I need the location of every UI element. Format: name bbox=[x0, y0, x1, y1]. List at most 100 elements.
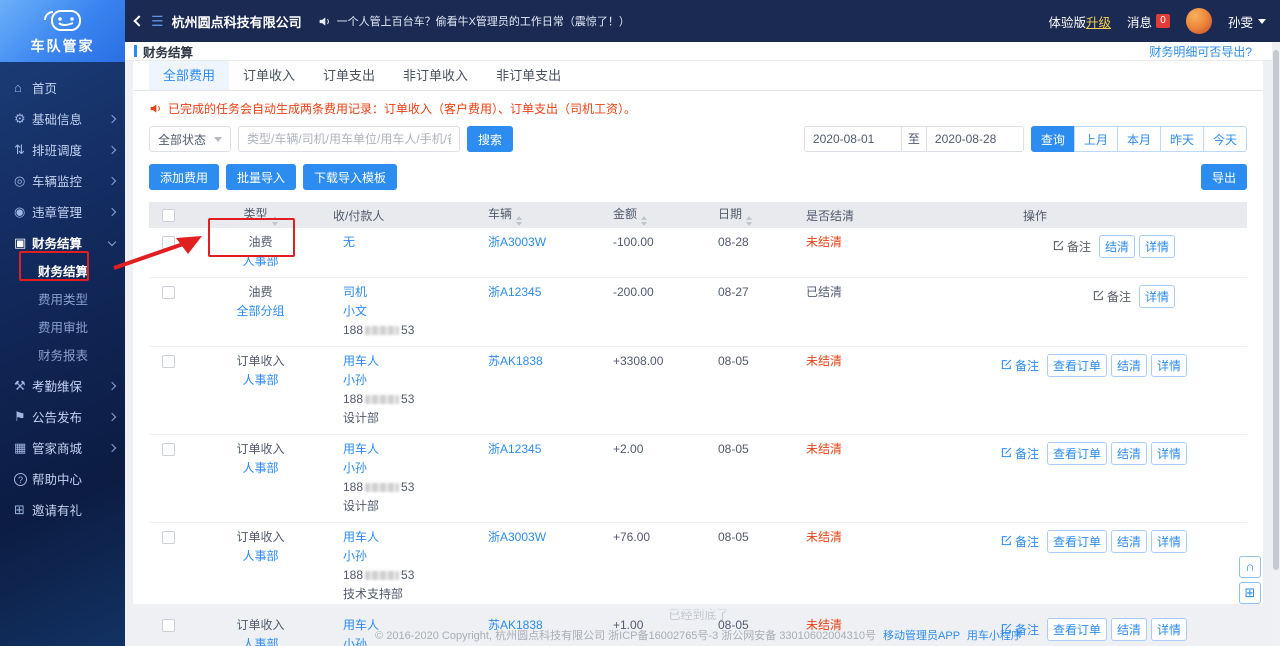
sidebar-item-invite[interactable]: ⊞ 邀请有礼 bbox=[0, 494, 125, 525]
add-expense-button[interactable]: 添加费用 bbox=[149, 164, 220, 190]
vehicle-link[interactable]: 浙A3003W bbox=[488, 235, 547, 249]
batch-import-button[interactable]: 批量导入 bbox=[226, 164, 297, 190]
customer-service-button[interactable]: ∩ bbox=[1239, 556, 1261, 578]
settle-button[interactable]: 结清 bbox=[1111, 530, 1148, 553]
tab-order-income[interactable]: 订单收入 bbox=[243, 68, 296, 83]
payer-link[interactable]: 用车人 bbox=[343, 354, 380, 368]
query-button[interactable]: 查询 bbox=[1030, 126, 1075, 152]
payer-link[interactable]: 无 bbox=[343, 235, 356, 249]
payer-link[interactable]: 用车人 bbox=[343, 442, 380, 456]
detail-button[interactable]: 详情 bbox=[1151, 530, 1188, 553]
note-button[interactable]: 备注 bbox=[1001, 447, 1039, 462]
sort-icon[interactable] bbox=[516, 215, 523, 226]
note-button[interactable]: 备注 bbox=[1001, 535, 1039, 550]
sort-icon[interactable] bbox=[271, 215, 278, 226]
date-from-input[interactable] bbox=[804, 127, 901, 151]
sidebar-item-finance[interactable]: ▣ 财务结算 bbox=[0, 227, 125, 258]
view-order-button[interactable]: 查看订单 bbox=[1047, 354, 1108, 377]
company-name[interactable]: 杭州圆点科技有限公司 bbox=[171, 14, 302, 30]
sidebar-item-mall[interactable]: ▦ 管家商城 bbox=[0, 432, 125, 463]
export-button[interactable]: 导出 bbox=[1200, 164, 1247, 190]
tab-non-order-expense[interactable]: 非订单支出 bbox=[496, 68, 562, 83]
tab-non-order-income[interactable]: 非订单收入 bbox=[403, 68, 469, 83]
detail-button[interactable]: 详情 bbox=[1138, 285, 1175, 308]
vehicle-link[interactable]: 浙A12345 bbox=[488, 285, 542, 299]
payer-link[interactable]: 用车人 bbox=[343, 530, 380, 544]
payer-link[interactable]: 司机 bbox=[343, 285, 368, 299]
view-order-button[interactable]: 查看订单 bbox=[1047, 442, 1108, 465]
row-checkbox[interactable] bbox=[162, 443, 175, 457]
search-button[interactable]: 搜索 bbox=[467, 126, 514, 152]
scrollbar-track[interactable] bbox=[1272, 42, 1280, 646]
note-button[interactable]: 备注 bbox=[1093, 290, 1131, 305]
detail-button[interactable]: 详情 bbox=[1151, 442, 1188, 465]
sidebar-subitem-finance-settlement[interactable]: 财务结算 bbox=[38, 265, 89, 279]
this-month-button[interactable]: 本月 bbox=[1116, 126, 1161, 152]
sidebar-item-scheduling[interactable]: ⇅ 排班调度 bbox=[0, 134, 125, 165]
export-help-link[interactable]: 财务明细可否导出? bbox=[1149, 44, 1252, 59]
detail-button[interactable]: 详情 bbox=[1151, 354, 1188, 377]
collapse-sidebar-icon[interactable] bbox=[133, 15, 145, 27]
sidebar-item-announcement[interactable]: ⚑ 公告发布 bbox=[0, 401, 125, 432]
sidebar-item-home[interactable]: ⌂ 首页 bbox=[0, 72, 125, 103]
gift-button[interactable]: ⊞ bbox=[1239, 582, 1261, 604]
scrollbar-thumb[interactable] bbox=[1273, 50, 1279, 570]
payer-link[interactable]: 小孙 bbox=[343, 637, 368, 646]
tab-all-expenses[interactable]: 全部费用 bbox=[149, 61, 230, 90]
detail-button[interactable]: 详情 bbox=[1151, 618, 1188, 641]
row-checkbox[interactable] bbox=[162, 355, 175, 369]
trial-upgrade[interactable]: 体验版升级 bbox=[1048, 12, 1111, 31]
vehicle-link[interactable]: 浙A3003W bbox=[488, 530, 547, 544]
expense-group-link[interactable]: 人事部 bbox=[242, 373, 279, 387]
select-all-checkbox[interactable] bbox=[162, 209, 175, 223]
announcement-text[interactable]: 一个人管上百台车？偷看牛X管理员的工作日常（震惊了！） bbox=[336, 16, 630, 28]
sidebar-item-help-center[interactable]: ? 帮助中心 bbox=[0, 463, 125, 494]
view-order-button[interactable]: 查看订单 bbox=[1047, 618, 1108, 641]
settle-button[interactable]: 结清 bbox=[1111, 442, 1148, 465]
settle-button[interactable]: 结清 bbox=[1111, 354, 1148, 377]
sort-icon[interactable] bbox=[746, 215, 753, 226]
payer-link[interactable]: 小孙 bbox=[343, 461, 368, 475]
sidebar-subitem-finance-report[interactable]: 财务报表 bbox=[38, 349, 89, 363]
last-month-button[interactable]: 上月 bbox=[1073, 126, 1118, 152]
note-button[interactable]: 备注 bbox=[1053, 240, 1091, 255]
sidebar-item-attendance-maintenance[interactable]: ⚒ 考勤维保 bbox=[0, 370, 125, 401]
search-input[interactable] bbox=[238, 126, 461, 152]
expense-group-link[interactable]: 人事部 bbox=[242, 461, 279, 475]
sidebar-subitem-expense-approval[interactable]: 费用审批 bbox=[38, 321, 89, 335]
expense-group-link[interactable]: 人事部 bbox=[242, 254, 279, 268]
detail-button[interactable]: 详情 bbox=[1138, 235, 1175, 258]
expense-group-link[interactable]: 全部分组 bbox=[236, 304, 285, 318]
row-checkbox[interactable] bbox=[162, 531, 175, 545]
app-logo[interactable]: 车队管家 bbox=[0, 0, 125, 62]
sort-icon[interactable] bbox=[641, 215, 648, 226]
view-order-button[interactable]: 查看订单 bbox=[1047, 530, 1108, 553]
user-menu[interactable]: 孙雯 bbox=[1228, 12, 1266, 31]
yesterday-button[interactable]: 昨天 bbox=[1159, 126, 1204, 152]
payer-link[interactable]: 小孙 bbox=[343, 549, 368, 563]
sidebar-item-basic-info[interactable]: ⚙ 基础信息 bbox=[0, 103, 125, 134]
today-button[interactable]: 今天 bbox=[1202, 126, 1247, 152]
row-checkbox[interactable] bbox=[162, 286, 175, 300]
company-list-icon[interactable]: ☰ bbox=[151, 12, 164, 29]
vehicle-link[interactable]: 浙A12345 bbox=[488, 442, 542, 456]
upgrade-link[interactable]: 升级 bbox=[1085, 15, 1111, 30]
expense-group-link[interactable]: 人事部 bbox=[242, 549, 279, 563]
date-to-input[interactable] bbox=[926, 127, 1023, 151]
download-template-button[interactable]: 下载导入模板 bbox=[303, 164, 398, 190]
avatar[interactable] bbox=[1185, 8, 1212, 34]
sidebar-item-vehicle-monitor[interactable]: ◎ 车辆监控 bbox=[0, 165, 125, 196]
sidebar-subitem-expense-type[interactable]: 费用类型 bbox=[38, 293, 89, 307]
vehicle-link[interactable]: 苏AK1838 bbox=[488, 354, 543, 368]
sidebar-item-violation[interactable]: ◉ 违章管理 bbox=[0, 196, 125, 227]
messages-button[interactable]: 消息 0 bbox=[1127, 12, 1170, 31]
status-select[interactable]: 全部状态 bbox=[149, 126, 232, 152]
settle-button[interactable]: 结清 bbox=[1098, 235, 1135, 258]
row-checkbox[interactable] bbox=[162, 619, 175, 633]
vehicle-link[interactable]: 苏AK1838 bbox=[488, 618, 543, 632]
payer-link[interactable]: 用车人 bbox=[343, 618, 380, 632]
expense-group-link[interactable]: 人事部 bbox=[242, 637, 279, 646]
payer-link[interactable]: 小文 bbox=[343, 304, 368, 318]
tab-order-expense[interactable]: 订单支出 bbox=[323, 68, 376, 83]
settle-button[interactable]: 结清 bbox=[1111, 618, 1148, 641]
